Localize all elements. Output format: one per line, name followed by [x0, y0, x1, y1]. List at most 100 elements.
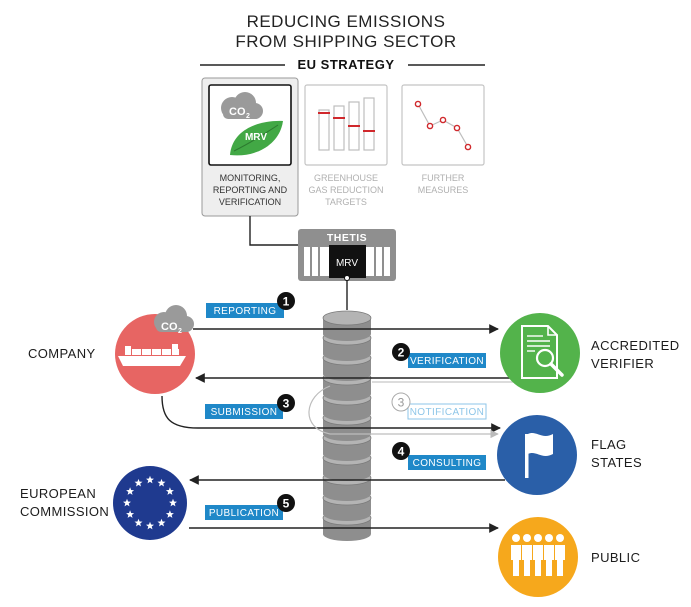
step-tag-reporting[interactable]: REPORTING: [206, 303, 284, 318]
person-head: [512, 534, 520, 542]
person-head: [556, 534, 564, 542]
thetis-mrv-label: MRV: [336, 258, 358, 269]
commission-label-line-2: COMMISSION: [20, 504, 109, 519]
eu-star: [146, 475, 154, 484]
step-tag-consulting[interactable]: CONSULTING: [408, 455, 486, 470]
eu-star: [126, 510, 135, 518]
svg-text:CO: CO: [161, 321, 178, 333]
line-trend-icon: [414, 100, 472, 151]
panel-further-line-2: MEASURES: [418, 185, 469, 195]
person-head: [523, 534, 531, 542]
step-tag-notification[interactable]: NOTIFICATION: [407, 403, 487, 420]
people-icon: [511, 534, 565, 576]
panel-further-line-1: FURTHER: [422, 173, 465, 183]
eu-stars-icon: [123, 475, 177, 530]
step-badge-5: 5: [277, 494, 295, 512]
bar-targets-icon: [318, 97, 375, 151]
svg-text:4: 4: [398, 445, 405, 459]
panel-mrv-line-1: MONITORING,: [220, 173, 281, 183]
flag-label-line-1: FLAG: [591, 437, 627, 452]
step-badge-3-notification: 3: [391, 392, 411, 412]
thetis-system[interactable]: THETIS MRV: [298, 229, 396, 281]
thetis-slots: [304, 245, 390, 278]
svg-text:3: 3: [283, 397, 290, 411]
mrv-thetis-connector: [249, 216, 298, 246]
person-body: [555, 545, 565, 576]
step-tag-publication[interactable]: PUBLICATION: [205, 505, 283, 520]
actor-public[interactable]: [498, 517, 578, 597]
title-line-1: REDUCING EMISSIONS: [247, 12, 446, 31]
person-body: [511, 545, 521, 576]
panel-further-measures[interactable]: FURTHER MEASURES: [401, 84, 485, 195]
document-search-icon: [521, 325, 564, 379]
panel-mrv[interactable]: CO 2 MRV MONITORING, REPORTING AND VERIF…: [201, 77, 299, 217]
actor-flag-states[interactable]: [497, 415, 577, 495]
eu-star: [157, 518, 166, 527]
step-tag-verification[interactable]: VERIFICATION: [408, 353, 486, 368]
person-head: [534, 534, 542, 542]
person-body: [533, 545, 543, 576]
database-disk-top: [322, 310, 372, 326]
svg-text:5: 5: [283, 497, 290, 511]
verifier-label-line-1: ACCREDITED: [591, 338, 680, 353]
company-co2-cloud-icon: CO 2: [154, 305, 194, 335]
panel-targets[interactable]: GREENHOUSE GAS REDUCTION TARGETS: [304, 84, 388, 207]
ship-icon: [118, 344, 186, 366]
step-label-submission: SUBMISSION: [211, 407, 278, 418]
flow-notification: [308, 385, 499, 439]
eu-star: [126, 487, 135, 495]
step-tag-submission[interactable]: SUBMISSION: [205, 404, 283, 419]
step-label-publication: PUBLICATION: [209, 508, 279, 519]
eu-star: [169, 498, 177, 507]
person-body: [522, 545, 532, 576]
flag-circle: [497, 415, 577, 495]
co2-mrv-leaf-icon: CO 2 MRV: [221, 92, 283, 156]
step-badge-3: 3: [277, 394, 295, 412]
co2-subscript: 2: [246, 113, 250, 120]
panel-targets-line-1: GREENHOUSE: [314, 173, 378, 183]
actor-european-commission[interactable]: [113, 466, 187, 540]
eu-star: [134, 478, 143, 487]
panel-mrv-line-3: VERIFICATION: [219, 197, 281, 207]
flag-icon: [525, 433, 553, 478]
person-head: [545, 534, 553, 542]
eu-star: [134, 518, 143, 527]
step-badge-4: 4: [392, 442, 410, 460]
step-badge-1: 1: [277, 292, 295, 310]
co2-label: CO: [229, 106, 246, 118]
commission-label-line-1: EUROPEAN: [20, 486, 96, 501]
verifier-label-line-2: VERIFIER: [591, 356, 654, 371]
thetis-label: THETIS: [327, 232, 367, 244]
svg-text:3: 3: [398, 396, 405, 410]
step-label-reporting: REPORTING: [214, 306, 277, 317]
svg-text:2: 2: [178, 328, 182, 335]
step-label-verification: VERIFICATION: [410, 356, 484, 367]
svg-text:2: 2: [398, 346, 405, 360]
svg-text:1: 1: [283, 295, 290, 309]
panel-mrv-line-2: REPORTING AND: [213, 185, 288, 195]
public-label: PUBLIC: [591, 550, 640, 565]
step-badge-2: 2: [392, 343, 410, 361]
eu-star: [146, 521, 154, 530]
step-label-notification: NOTIFICATION: [410, 407, 485, 418]
actor-accredited-verifier[interactable]: [500, 313, 580, 393]
actor-company[interactable]: CO 2: [115, 305, 195, 394]
eu-star: [165, 510, 174, 518]
panel-targets-line-3: TARGETS: [325, 197, 367, 207]
leaf-mrv-label: MRV: [245, 132, 267, 143]
company-label: COMPANY: [28, 346, 96, 361]
flow-submission: [161, 395, 501, 433]
eu-star: [157, 478, 166, 487]
strategy-heading: EU STRATEGY: [298, 57, 395, 72]
eu-star: [123, 498, 131, 507]
title-line-2: FROM SHIPPING SECTOR: [235, 32, 456, 51]
person-body: [544, 545, 554, 576]
flag-label-line-2: STATES: [591, 455, 642, 470]
database-stack-icon: [322, 310, 372, 541]
step-label-consulting: CONSULTING: [413, 458, 482, 469]
eu-star: [165, 487, 174, 495]
commission-circle: [113, 466, 187, 540]
panel-targets-line-2: GAS REDUCTION: [308, 185, 383, 195]
